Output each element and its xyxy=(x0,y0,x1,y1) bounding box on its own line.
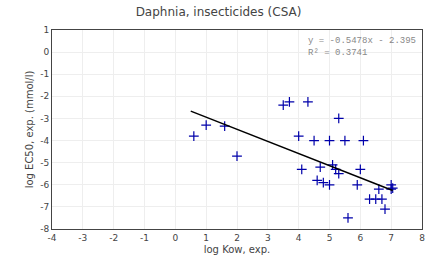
svg-text:-5: -5 xyxy=(40,158,49,168)
svg-text:-1: -1 xyxy=(40,69,49,79)
svg-text:-4: -4 xyxy=(40,136,49,146)
svg-text:-8: -8 xyxy=(40,224,49,234)
svg-text:-6: -6 xyxy=(40,180,49,190)
svg-text:-2: -2 xyxy=(40,91,49,101)
svg-text:2: 2 xyxy=(234,233,240,243)
svg-text:4: 4 xyxy=(296,233,302,243)
svg-text:-3: -3 xyxy=(40,114,49,124)
svg-text:log Kow, exp.: log Kow, exp. xyxy=(204,244,271,255)
svg-text:Daphnia, insecticides (CSA): Daphnia, insecticides (CSA) xyxy=(136,5,302,19)
svg-text:-1: -1 xyxy=(140,233,149,243)
svg-text:1: 1 xyxy=(43,25,49,35)
svg-text:-7: -7 xyxy=(40,202,49,212)
svg-text:0: 0 xyxy=(172,233,178,243)
svg-text:0: 0 xyxy=(43,47,49,57)
svg-text:y = -0.5478x - 2.395R² = 0.374: y = -0.5478x - 2.395R² = 0.3741 xyxy=(308,36,416,58)
svg-text:8: 8 xyxy=(419,233,425,243)
svg-text:7: 7 xyxy=(388,233,394,243)
svg-text:-3: -3 xyxy=(78,233,87,243)
svg-text:1: 1 xyxy=(203,233,209,243)
svg-text:5: 5 xyxy=(327,233,333,243)
svg-text:6: 6 xyxy=(357,233,363,243)
svg-text:-4: -4 xyxy=(48,233,57,243)
svg-text:-2: -2 xyxy=(109,233,118,243)
svg-text:3: 3 xyxy=(265,233,271,243)
svg-text:log EC50, exp. (mmol/l): log EC50, exp. (mmol/l) xyxy=(24,71,35,189)
